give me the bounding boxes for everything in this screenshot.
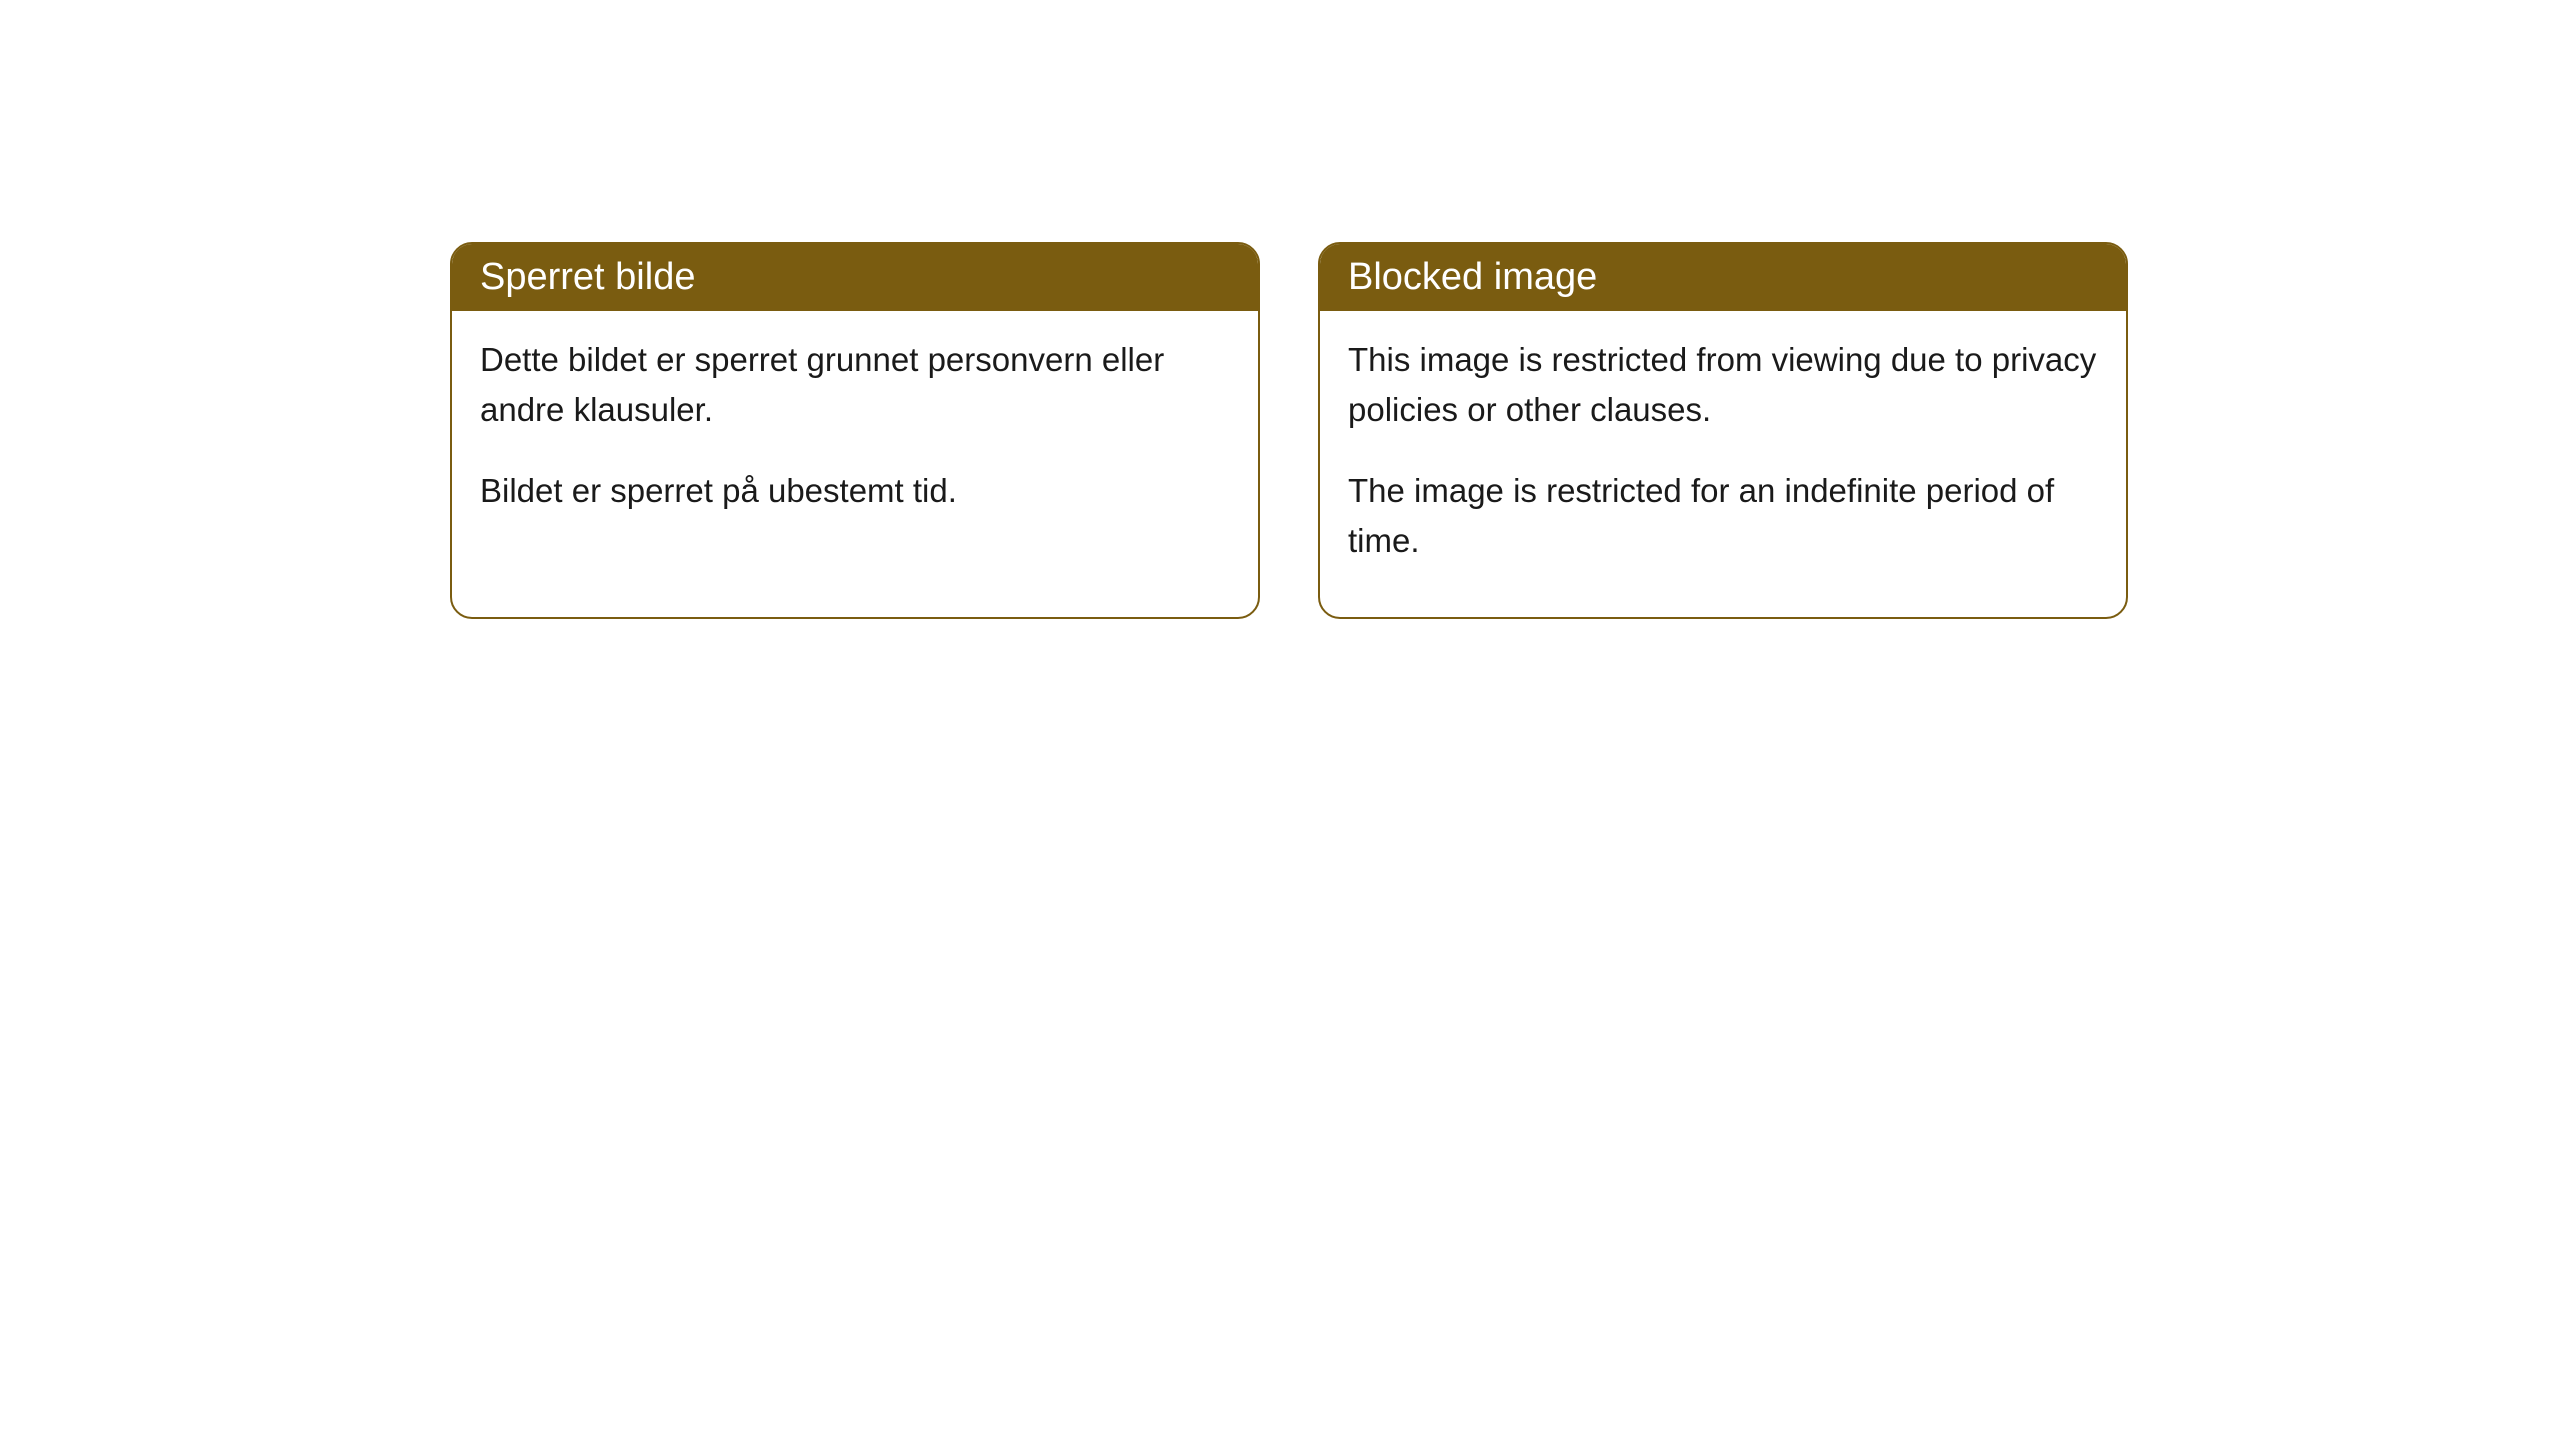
card-paragraph: Bildet er sperret på ubestemt tid. [480,466,1230,516]
card-title: Sperret bilde [480,256,695,298]
notice-card-english: Blocked image This image is restricted f… [1318,242,2128,619]
card-header: Sperret bilde [452,244,1258,311]
card-title: Blocked image [1348,256,1597,298]
card-body: This image is restricted from viewing du… [1320,311,2126,617]
notice-card-norwegian: Sperret bilde Dette bildet er sperret gr… [450,242,1260,619]
card-paragraph: The image is restricted for an indefinit… [1348,466,2098,565]
card-paragraph: This image is restricted from viewing du… [1348,335,2098,434]
card-body: Dette bildet er sperret grunnet personve… [452,311,1258,568]
card-paragraph: Dette bildet er sperret grunnet personve… [480,335,1230,434]
card-header: Blocked image [1320,244,2126,311]
notice-cards-container: Sperret bilde Dette bildet er sperret gr… [450,242,2128,619]
